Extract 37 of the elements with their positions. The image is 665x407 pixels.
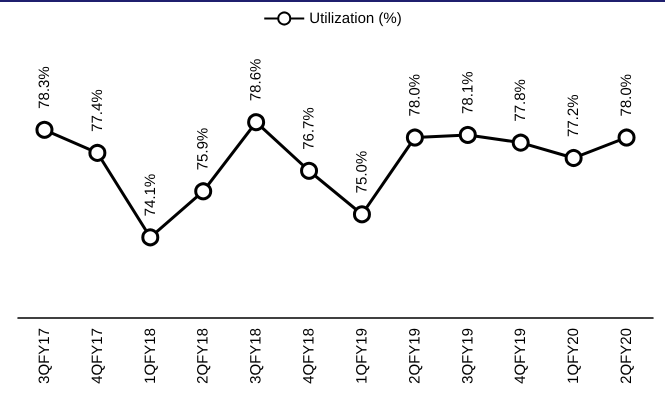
x-tick-label: 3QFY19 [459, 328, 476, 384]
point [406, 128, 424, 147]
legend-label: Utilization (%) [309, 10, 402, 27]
x-tick-label: 4QFY17 [88, 328, 106, 384]
x-tick-label: 3QFY17 [36, 328, 53, 384]
point [247, 113, 266, 132]
data-label: 77.4% [88, 89, 106, 132]
data-label: 77.8% [512, 79, 530, 122]
point [300, 162, 318, 180]
data-label: 75.0% [353, 150, 370, 194]
x-tick-label: 2QFY19 [406, 328, 424, 384]
x-tick-label: 4QFY19 [512, 328, 530, 384]
x-tick-label: 2QFY20 [618, 328, 636, 384]
x-tick-label: 1QFY19 [353, 328, 370, 384]
data-label: 76.7% [300, 107, 318, 150]
point [141, 228, 160, 246]
point [88, 144, 106, 162]
point [35, 120, 54, 139]
x-tick-label: 1QFY18 [142, 328, 159, 384]
data-label: 78.0% [618, 74, 636, 117]
data-label: 78.6% [248, 58, 265, 102]
point [352, 205, 371, 224]
x-tick-label: 2QFY18 [194, 328, 212, 384]
data-label: 78.0% [406, 74, 424, 117]
data-label: 74.1% [142, 174, 159, 216]
point [564, 149, 583, 167]
x-tick-label: 1QFY20 [565, 328, 582, 384]
x-tick-label: 3QFY18 [248, 328, 265, 384]
point [458, 126, 477, 144]
x-tick-label: 4QFY18 [300, 328, 318, 384]
point [618, 128, 636, 147]
point [512, 134, 530, 152]
data-label: 77.2% [565, 94, 582, 137]
data-label: 78.1% [459, 71, 476, 114]
point [194, 182, 212, 200]
data-label: 75.9% [194, 128, 212, 170]
data-label: 78.3% [36, 66, 53, 109]
